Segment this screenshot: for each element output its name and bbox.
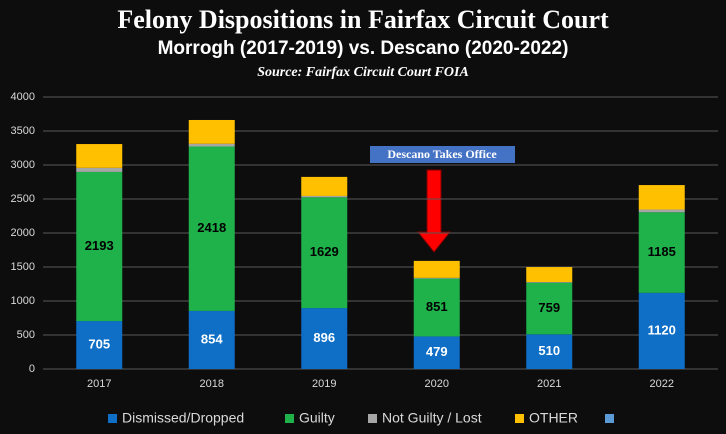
bar-segment [413, 278, 460, 337]
data-label: 510 [538, 343, 560, 358]
x-tick-label: 2022 [650, 378, 674, 390]
data-label: 2193 [85, 238, 114, 253]
bar-segment [413, 260, 460, 278]
legend-swatch [368, 414, 377, 423]
bar-segment [76, 167, 123, 172]
legend-label: Dismissed/Dropped [122, 410, 244, 426]
bar-segment [638, 185, 685, 210]
bar-segment [526, 282, 573, 283]
x-tick-label: 2017 [87, 378, 111, 390]
bar-segment [526, 282, 573, 335]
bar-segment [638, 212, 685, 293]
y-tick-label: 0 [29, 363, 35, 375]
x-tick-label: 2020 [425, 378, 449, 390]
legend-label: OTHER [529, 410, 578, 426]
bar-segment [413, 336, 460, 369]
data-label: 896 [313, 330, 335, 345]
data-label: 705 [88, 336, 110, 351]
bar-segment [301, 176, 348, 196]
data-label: 479 [426, 344, 448, 359]
y-tick-label: 2500 [11, 193, 35, 205]
chart-source: Source: Fairfax Circuit Court FOIA [257, 65, 469, 80]
legend-swatch [515, 414, 524, 423]
bar-segment [76, 144, 123, 168]
legend-swatch [108, 414, 117, 423]
y-tick-label: 3000 [11, 159, 35, 171]
bar-segment [526, 267, 573, 283]
bar-segment [188, 310, 235, 369]
y-tick-label: 2000 [11, 227, 35, 239]
data-label: 1185 [648, 244, 676, 259]
data-label: 851 [426, 299, 448, 314]
data-label: 759 [538, 300, 560, 315]
bar-segment [526, 334, 573, 369]
legend-label: Not Guilty / Lost [382, 410, 482, 426]
bar-segment [301, 197, 348, 309]
bar-segment [188, 143, 235, 147]
bar-segment [301, 195, 348, 198]
chart-subtitle: Morrogh (2017-2019) vs. Descano (2020-20… [158, 38, 569, 59]
legend-swatch [605, 414, 614, 423]
legend-swatch [285, 414, 294, 423]
annotation-box [370, 146, 515, 163]
data-label: 2418 [197, 220, 226, 235]
data-label: 854 [201, 331, 223, 346]
x-tick-label: 2021 [537, 378, 561, 390]
bar-segment [76, 321, 123, 369]
bar-segment [301, 308, 348, 369]
bar-segment [413, 277, 460, 279]
bar-segment [188, 119, 235, 144]
bar-segment [76, 171, 123, 322]
y-tick-label: 500 [17, 329, 35, 341]
annotation-text: Descano Takes Office [387, 147, 497, 161]
chart-title: Felony Dispositions in Fairfax Circuit C… [117, 5, 609, 34]
y-tick-label: 1500 [11, 261, 35, 273]
data-label: 1120 [648, 322, 676, 337]
bar-segment [188, 146, 235, 311]
x-tick-label: 2019 [312, 378, 336, 390]
legend-label: Guilty [299, 410, 335, 426]
data-label: 1629 [310, 244, 339, 259]
bar-segment [638, 292, 685, 369]
x-tick-label: 2018 [200, 378, 224, 390]
y-tick-label: 4000 [11, 91, 35, 103]
y-tick-label: 3500 [11, 125, 35, 137]
y-tick-label: 1000 [11, 295, 35, 307]
bar-segment [638, 209, 685, 213]
annotation-arrow [416, 169, 452, 253]
